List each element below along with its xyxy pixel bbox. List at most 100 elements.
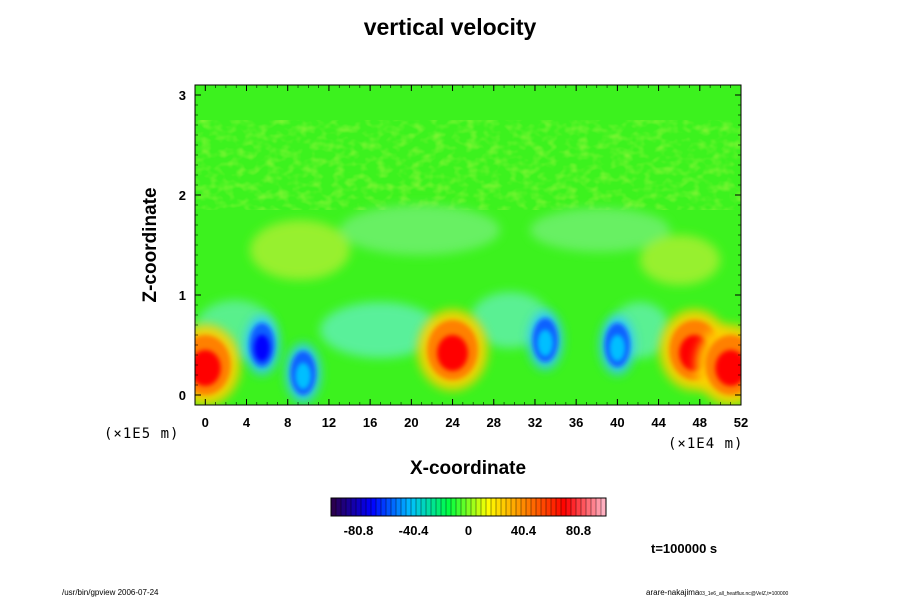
colorbar-segment — [531, 498, 537, 516]
colorbar-frame — [330, 497, 607, 517]
colorbar-segment — [451, 498, 457, 516]
colorbar-segment — [446, 498, 452, 516]
colorbar-tick-label: -40.4 — [399, 523, 429, 538]
colorbar-segment — [411, 498, 417, 516]
feature-core — [254, 334, 270, 362]
feature-layer — [195, 309, 741, 405]
downdraft-feature — [527, 310, 563, 370]
x-tick-label: 40 — [610, 415, 624, 430]
colorbar: -80.8 -40.4 0 40.4 80.8 — [330, 497, 607, 538]
colorbar-segment — [526, 498, 532, 516]
colorbar-segment — [561, 498, 567, 516]
colorbar-tick-label: 0 — [465, 523, 472, 538]
colorbar-segment — [471, 498, 477, 516]
x-tick-label: 4 — [243, 415, 251, 430]
colorbar-segment — [346, 498, 352, 516]
downdraft-feature — [599, 315, 635, 375]
colorbar-segment — [431, 498, 437, 516]
colorbar-tick-label: 40.4 — [511, 523, 537, 538]
feature-core — [437, 335, 468, 371]
colorbar-segment — [356, 498, 362, 516]
colorbar-segment — [361, 498, 367, 516]
colorbar-segment — [596, 498, 602, 516]
colorbar-tick-label: 80.8 — [566, 523, 591, 538]
x-tick-label: 12 — [322, 415, 336, 430]
y-tick-label: 1 — [179, 288, 186, 303]
colorbar-segment — [536, 498, 542, 516]
x-tick-label: 8 — [284, 415, 291, 430]
colorbar-segment — [436, 498, 442, 516]
updraft-feature — [695, 324, 741, 405]
updraft-feature — [417, 309, 488, 391]
colorbar-segment — [511, 498, 517, 516]
feature-core — [715, 350, 741, 386]
colorbar-segment — [416, 498, 422, 516]
colorbar-segment — [441, 498, 447, 516]
feature-core — [537, 329, 553, 357]
feature-core — [609, 334, 626, 362]
y-axis-label: Z-coordinate — [140, 187, 161, 303]
colorbar-segment — [426, 498, 432, 516]
x-tick-label: 24 — [445, 415, 460, 430]
x-tick-label: 20 — [404, 415, 418, 430]
footer-right-small: 03_1e6_all_heatflux.nc@VelZ,t=100000 — [699, 591, 789, 597]
colorbar-segment — [521, 498, 527, 516]
y-tick-label: 3 — [179, 88, 186, 103]
time-label: t=100000 s — [651, 541, 718, 556]
colorbar-segment — [406, 498, 412, 516]
colorbar-segment — [566, 498, 572, 516]
colorbar-segment — [461, 498, 467, 516]
colorbar-segment — [371, 498, 377, 516]
colorbar-segment — [391, 498, 397, 516]
colorbar-segment — [571, 498, 577, 516]
x-ticks: 0 4 8 12 16 20 24 28 32 36 40 44 48 52 — [202, 85, 748, 430]
y-tick-label: 0 — [179, 388, 186, 403]
colorbar-segment — [591, 498, 597, 516]
feature-core — [195, 350, 221, 386]
colorbar-segment — [376, 498, 382, 516]
colorbar-segment — [336, 498, 342, 516]
colorbar-segment — [491, 498, 497, 516]
colorbar-segment — [366, 498, 372, 516]
colorbar-segment — [541, 498, 547, 516]
colorbar-segment — [421, 498, 427, 516]
colorbar-segment — [581, 498, 587, 516]
x-tick-label: 28 — [487, 415, 501, 430]
x-tick-label: 44 — [651, 415, 666, 430]
colorbar-segment — [466, 498, 472, 516]
colorbar-segment — [586, 498, 592, 516]
x-axis-label: X-coordinate — [409, 458, 527, 479]
colorbar-segment — [576, 498, 582, 516]
colorbar-segment — [516, 498, 522, 516]
y-ticks: 0 1 2 3 — [179, 88, 741, 403]
colorbar-segment — [381, 498, 387, 516]
colorbar-segment — [556, 498, 562, 516]
colorbar-segment — [501, 498, 507, 516]
colorbar-segment — [601, 498, 607, 516]
downdraft-feature — [244, 315, 280, 375]
x-tick-label: 16 — [363, 415, 377, 430]
colorbar-segment — [341, 498, 347, 516]
colorbar-segment — [486, 498, 492, 516]
colorbar-segment — [331, 498, 337, 516]
colorbar-segment — [396, 498, 402, 516]
colorbar-segment — [496, 498, 502, 516]
x-axis-unit: (×1E4 m) — [668, 436, 744, 452]
colorbar-tick-label: -80.8 — [344, 523, 374, 538]
colorbar-segment — [546, 498, 552, 516]
x-tick-label: 0 — [202, 415, 209, 430]
colorbar-segment — [401, 498, 407, 516]
colorbar-segment — [551, 498, 557, 516]
footer-right: arare-nakajima03_1e6_all_heatflux.nc@Vel… — [646, 588, 788, 597]
colorbar-segment — [476, 498, 482, 516]
y-axis-unit: (×1E5 m) — [104, 426, 180, 442]
colorbar-segment — [351, 498, 357, 516]
x-tick-label: 52 — [734, 415, 748, 430]
y-tick-label: 2 — [179, 188, 186, 203]
x-tick-label: 48 — [693, 415, 707, 430]
colorbar-segment — [506, 498, 512, 516]
x-tick-label: 32 — [528, 415, 542, 430]
updraft-feature — [195, 324, 241, 405]
feature-core — [295, 362, 311, 390]
